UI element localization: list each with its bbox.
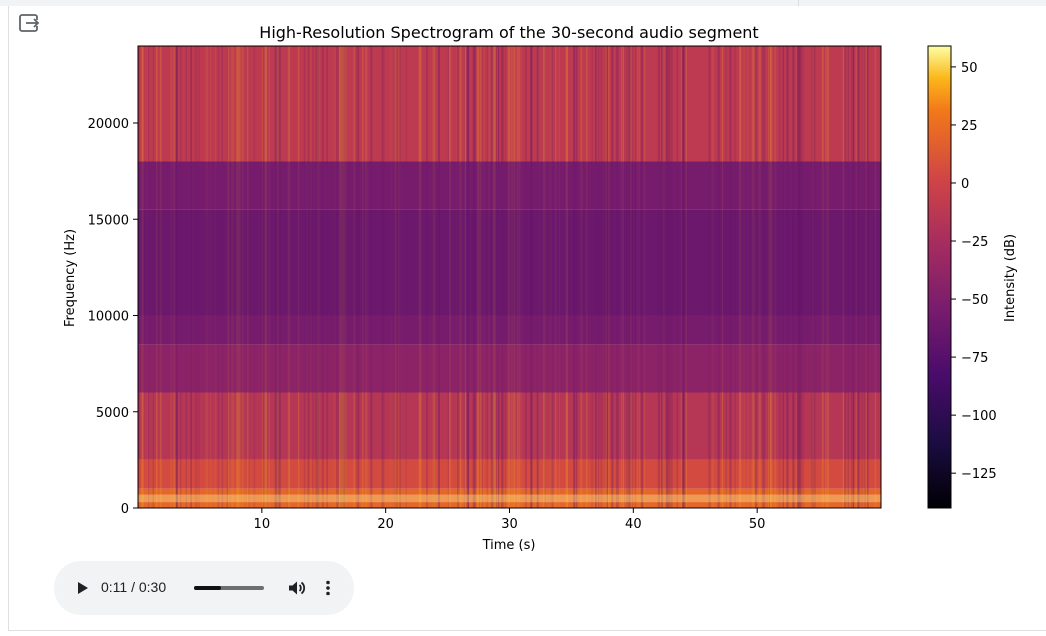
colorbar-tick-label: −125 (961, 467, 997, 482)
x-tick-label: 20 (377, 517, 394, 532)
exit-to-app-icon[interactable] (18, 12, 40, 34)
y-tick-label: 0 (121, 502, 129, 517)
y-tick-label: 5000 (96, 406, 129, 421)
colorbar-tick-label: −75 (961, 351, 988, 366)
output-frame (8, 6, 1046, 631)
x-axis: 10 20 30 40 50 (254, 508, 766, 532)
spectrogram-image (138, 46, 881, 508)
colorbar-tick-label: 25 (961, 119, 978, 134)
x-tick-label: 40 (625, 517, 642, 532)
frequency-band (138, 392, 881, 460)
x-tick-label: 10 (254, 517, 271, 532)
frequency-band (138, 315, 881, 345)
chart-title: High-Resolution Spectrogram of the 30-se… (259, 23, 758, 42)
frequency-band (138, 344, 881, 393)
audio-progress-fill (194, 586, 222, 590)
frequency-band (138, 46, 881, 162)
audio-player: 0:11 / 0:30 (54, 561, 354, 615)
spectrogram-chart: High-Resolution Spectrogram of the 30-se… (63, 23, 1018, 553)
x-tick-label: 50 (749, 517, 766, 532)
colorbar-tick-label: 0 (961, 177, 969, 192)
top-strip (48, 0, 1046, 6)
frequency-band (138, 488, 881, 508)
y-tick-label: 10000 (88, 310, 129, 325)
x-tick-label: 30 (501, 517, 518, 532)
y-axis: 0 5000 10000 15000 20000 (88, 117, 138, 517)
colorbar-axis: 50 25 0 −25 −50 −75 −100 −125 (951, 61, 997, 482)
frequency-band (138, 161, 881, 210)
colorbar-tick-label: −100 (961, 409, 997, 424)
audio-time: 0:11 / 0:30 (101, 579, 167, 595)
colorbar-tick-label: 50 (961, 61, 978, 76)
y-axis-label: Frequency (Hz) (63, 229, 78, 327)
colorbar-tick-label: −25 (961, 235, 988, 250)
colorbar-label: Intensity (dB) (1003, 234, 1018, 322)
play-icon[interactable] (72, 578, 92, 598)
left-rail (0, 0, 48, 6)
more-vert-icon[interactable] (318, 578, 338, 598)
frequency-band (138, 459, 881, 489)
x-axis-label: Time (s) (482, 538, 536, 553)
colorbar-tick-label: −50 (961, 293, 988, 308)
audio-progress-slider[interactable] (194, 586, 264, 590)
y-tick-label: 15000 (88, 213, 129, 228)
volume-icon[interactable] (286, 578, 306, 598)
spectrogram-streaks (138, 46, 881, 508)
colorbar (927, 45, 952, 509)
y-tick-label: 20000 (88, 117, 129, 132)
frequency-band (138, 209, 881, 316)
